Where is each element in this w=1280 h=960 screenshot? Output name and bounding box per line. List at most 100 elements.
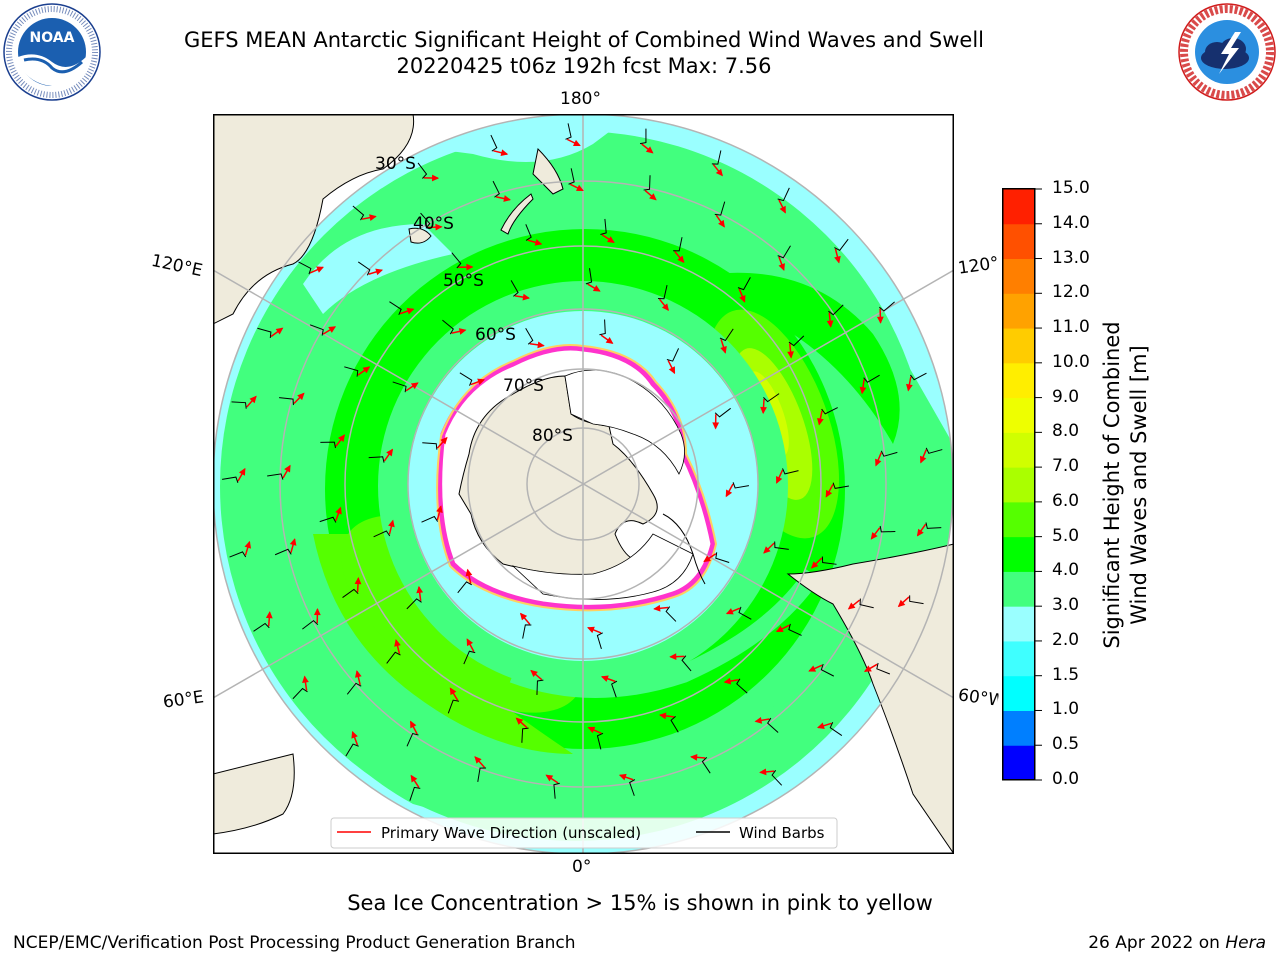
wave-arrowhead bbox=[519, 612, 528, 621]
wind-barb bbox=[711, 150, 722, 165]
wind-barb bbox=[525, 224, 532, 241]
wind-barb bbox=[925, 447, 943, 454]
wave-arrowhead bbox=[474, 756, 482, 764]
chart-title-line1: GEFS MEAN Antarctic Significant Height o… bbox=[183, 28, 985, 52]
wind-barb bbox=[782, 468, 799, 475]
colorbar-segment bbox=[1003, 397, 1034, 433]
colorbar-segment bbox=[1003, 745, 1034, 781]
wave-arrowhead bbox=[375, 268, 384, 276]
map-legend: Primary Wave Direction (unscaled) Wind B… bbox=[330, 817, 838, 849]
wave-arrowhead bbox=[465, 568, 473, 577]
wind-barb bbox=[346, 682, 362, 695]
lon-label-120w: 120°W bbox=[956, 253, 1000, 279]
wave-arrowhead bbox=[787, 351, 794, 359]
polar-map: 30°S 40°S 50°S 60°S 70°S 80°S Primary Wa… bbox=[213, 114, 954, 854]
wind-barb bbox=[309, 324, 324, 336]
wave-arrowhead bbox=[739, 294, 746, 303]
colorbar-tick-label: 2.0 bbox=[1052, 629, 1080, 650]
colorbar-segment bbox=[1003, 293, 1034, 329]
colorbar-tick-label: 6.0 bbox=[1052, 490, 1080, 511]
wind-barb bbox=[639, 128, 647, 145]
wind-barb bbox=[643, 175, 651, 191]
wind-barb bbox=[386, 651, 401, 664]
colorbar-label-line2: Wind Waves and Swell [m] bbox=[1127, 345, 1151, 625]
sea-ice-note: Sea Ice Concentration > 15% is shown in … bbox=[347, 891, 933, 915]
wind-barb bbox=[459, 372, 473, 386]
wind-barb bbox=[319, 516, 337, 523]
colorbar-tick-label: 9.0 bbox=[1052, 386, 1080, 407]
wave-arrowhead bbox=[661, 303, 669, 311]
colorbar-tick-label: 4.0 bbox=[1052, 560, 1080, 581]
wave-arrowhead bbox=[859, 386, 867, 395]
wave-arrowhead bbox=[607, 236, 615, 243]
colorbar-tick-label: 15.0 bbox=[1052, 178, 1090, 198]
wave-arrowhead bbox=[394, 639, 401, 647]
wind-barb bbox=[670, 715, 679, 733]
wind-barb bbox=[222, 476, 239, 483]
wind-barb bbox=[279, 397, 294, 406]
colorbar-segment bbox=[1003, 189, 1034, 225]
wind-barb bbox=[673, 237, 683, 252]
credit-host: Hera bbox=[1225, 933, 1266, 953]
wind-barb bbox=[267, 473, 284, 480]
wind-barb bbox=[451, 252, 462, 269]
wave-arrowhead bbox=[825, 489, 833, 498]
wave-arrowhead bbox=[335, 506, 342, 515]
wave-arrowhead bbox=[810, 561, 819, 569]
wave-arrowhead bbox=[369, 214, 377, 221]
wave-arrowhead bbox=[275, 327, 284, 335]
wave-arrowhead bbox=[431, 174, 440, 182]
wave-arrowhead bbox=[388, 519, 395, 528]
wind-barb bbox=[373, 530, 391, 538]
wind-barb bbox=[738, 606, 752, 620]
wave-arrowhead bbox=[906, 383, 913, 392]
colorbar-segment bbox=[1003, 571, 1034, 607]
wind-barb bbox=[714, 201, 726, 216]
wave-arrowhead bbox=[870, 532, 878, 540]
wave-arrowhead bbox=[466, 638, 474, 647]
wind-barb bbox=[777, 245, 791, 259]
wave-arrowhead bbox=[244, 540, 252, 549]
wind-barb bbox=[521, 727, 529, 743]
wave-arrowhead bbox=[669, 653, 677, 661]
wind-barb bbox=[298, 261, 312, 275]
wave-arrowhead bbox=[515, 717, 524, 725]
wind-barb bbox=[834, 238, 849, 251]
new-zealand-land bbox=[500, 147, 564, 235]
wind-barb bbox=[909, 595, 924, 605]
wave-arrowhead bbox=[572, 139, 581, 147]
wave-arrowhead bbox=[587, 626, 595, 634]
wave-arrowhead bbox=[362, 366, 371, 374]
wave-arrowhead bbox=[863, 665, 872, 672]
wind-barb bbox=[320, 441, 336, 449]
colorbar-segment bbox=[1003, 675, 1034, 711]
wind-barb bbox=[777, 187, 790, 202]
wind-barb bbox=[447, 699, 460, 714]
wave-arrowhead bbox=[436, 505, 443, 513]
wind-barb bbox=[389, 301, 402, 316]
wave-arrowhead bbox=[919, 455, 927, 464]
wave-arrowhead bbox=[817, 417, 824, 426]
wind-barb bbox=[714, 407, 731, 418]
wave-arrowhead bbox=[690, 753, 698, 761]
wave-arrowhead bbox=[587, 726, 596, 734]
wave-arrowhead bbox=[876, 316, 884, 324]
wave-arrowhead bbox=[847, 602, 856, 610]
wind-barb bbox=[767, 717, 779, 733]
colorbar-tick-label: 3.0 bbox=[1052, 595, 1080, 616]
colorbar-tick-label: 5.0 bbox=[1052, 525, 1080, 546]
wave-arrowhead bbox=[725, 608, 734, 615]
colorbar-tick-label: 13.0 bbox=[1052, 247, 1090, 268]
wave-arrowhead bbox=[351, 730, 358, 739]
wind-barb bbox=[771, 770, 783, 786]
wind-barb bbox=[490, 134, 498, 152]
wave-arrowhead bbox=[715, 168, 723, 177]
wind-barb bbox=[600, 218, 607, 235]
wind-barb bbox=[719, 328, 734, 342]
colorbar-segment bbox=[1003, 362, 1034, 399]
colorbar-tick-label: 1.0 bbox=[1052, 699, 1080, 720]
wave-arrowhead bbox=[354, 576, 362, 585]
lon-label-60w: 60°W bbox=[956, 685, 1000, 711]
wave-arrowhead bbox=[449, 687, 457, 696]
wind-barb bbox=[879, 525, 896, 533]
